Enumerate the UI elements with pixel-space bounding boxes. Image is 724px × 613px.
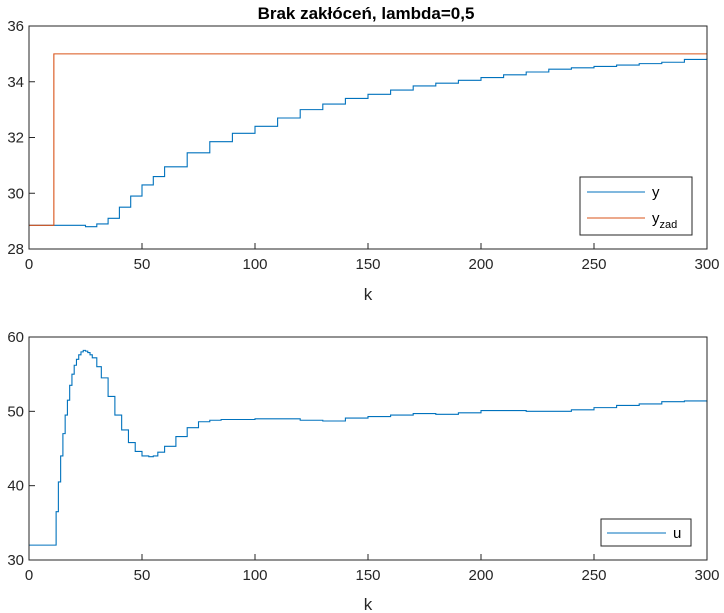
x-tick-label: 150 <box>355 256 380 273</box>
chart-2-legend-label-u: u <box>673 525 681 542</box>
chart-2: 0 50 100 150 200 250 300 30 40 50 60 k u <box>7 329 719 613</box>
y-tick-label: 32 <box>7 130 24 147</box>
chart-2-y-ticks: 30 40 50 60 <box>7 329 35 569</box>
x-tick-label: 0 <box>25 567 33 584</box>
series-line-y <box>29 58 708 228</box>
chart-1-plot <box>29 53 708 228</box>
chart-1: Brak zakłóceń, lambda=0,5 0 50 100 150 200 25… <box>7 4 719 304</box>
x-tick-label: 250 <box>581 256 606 273</box>
chart-1-title: Brak zakłóceń, lambda=0,5 <box>258 4 475 23</box>
series-line-u <box>29 349 708 546</box>
chart-2-x-axis-label: k <box>364 595 373 613</box>
chart-1-legend: y yzad <box>579 176 693 236</box>
chart-1-x-ticks: 0 50 100 150 200 250 300 <box>25 243 720 273</box>
x-tick-label: 200 <box>468 567 493 584</box>
chart-1-x-axis-label: k <box>364 285 373 304</box>
x-tick-label: 150 <box>355 567 380 584</box>
chart-2-plot <box>29 349 708 546</box>
chart-1-legend-label-y: y <box>652 184 660 201</box>
x-tick-label: 200 <box>468 256 493 273</box>
x-tick-label: 300 <box>694 256 719 273</box>
chart-1-y-ticks: 28 30 32 34 36 <box>7 18 35 258</box>
y-tick-label: 40 <box>7 478 24 495</box>
y-tick-label: 28 <box>7 241 24 258</box>
y-tick-label: 60 <box>7 329 24 346</box>
x-tick-label: 50 <box>134 256 151 273</box>
y-tick-label: 34 <box>7 74 24 91</box>
x-tick-label: 0 <box>25 256 33 273</box>
x-tick-label: 100 <box>242 567 267 584</box>
y-tick-label: 30 <box>7 552 24 569</box>
y-tick-label: 50 <box>7 403 24 420</box>
chart-1-legend-box <box>579 176 693 236</box>
chart-2-legend: u <box>600 518 692 547</box>
x-tick-label: 50 <box>134 567 151 584</box>
x-tick-label: 300 <box>694 567 719 584</box>
x-tick-label: 250 <box>581 567 606 584</box>
chart-2-x-ticks: 0 50 100 150 200 250 300 <box>25 554 720 584</box>
x-tick-label: 100 <box>242 256 267 273</box>
series-line-y-zad <box>29 53 707 226</box>
y-tick-label: 30 <box>7 185 24 202</box>
y-tick-label: 36 <box>7 18 24 35</box>
chart-1-legend-label-yzad: yzad <box>652 210 677 231</box>
